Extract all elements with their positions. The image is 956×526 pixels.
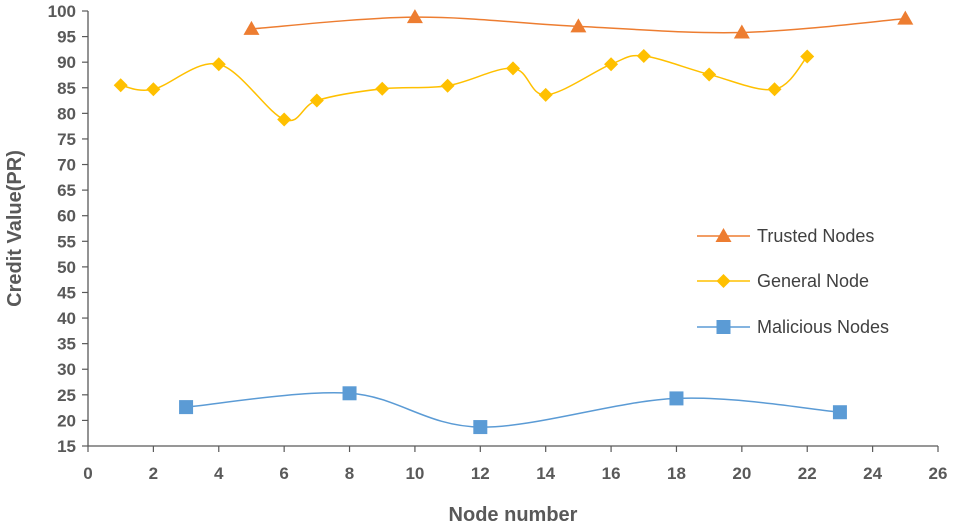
data-point-trusted-nodes: [897, 10, 914, 25]
y-tick-label: 50: [57, 258, 76, 277]
legend-marker-malicious-nodes: [716, 320, 731, 334]
x-tick-label: 24: [863, 464, 882, 483]
data-point-general-node: [211, 57, 226, 72]
y-tick-label: 90: [57, 53, 76, 72]
series-malicious-nodes: [179, 386, 847, 435]
data-point-general-node: [309, 93, 324, 108]
x-tick-label: 10: [405, 464, 424, 483]
data-point-malicious-nodes: [179, 400, 194, 415]
x-tick-label: 18: [667, 464, 686, 483]
series-general-node: [113, 49, 815, 127]
y-tick-label: 95: [57, 28, 76, 47]
legend-marker-trusted-nodes: [715, 228, 732, 242]
data-point-general-node: [767, 82, 782, 97]
data-point-general-node: [800, 49, 815, 64]
y-tick-label: 80: [57, 104, 76, 123]
y-tick-label: 70: [57, 156, 76, 175]
data-point-malicious-nodes: [342, 386, 357, 401]
y-tick-label: 65: [57, 181, 76, 200]
series-line-general-node: [120, 54, 808, 122]
series-layer: [113, 9, 914, 435]
data-point-general-node: [440, 78, 455, 93]
data-point-general-node: [636, 49, 651, 64]
data-point-general-node: [277, 112, 292, 127]
series-line-malicious-nodes: [186, 392, 840, 428]
y-tick-label: 20: [57, 411, 76, 430]
x-tick-label: 22: [798, 464, 817, 483]
series-trusted-nodes: [243, 9, 914, 39]
legend-label-malicious-nodes: Malicious Nodes: [757, 317, 889, 337]
x-tick-label: 14: [536, 464, 555, 483]
y-tick-label: 75: [57, 130, 76, 149]
data-point-malicious-nodes: [669, 391, 684, 406]
y-tick-label: 25: [57, 386, 76, 405]
x-tick-label: 2: [149, 464, 158, 483]
legend-item-malicious-nodes: Malicious Nodes: [697, 317, 889, 337]
data-point-general-node: [538, 87, 553, 102]
y-tick-label: 45: [57, 283, 76, 302]
x-tick-label: 12: [471, 464, 490, 483]
data-point-general-node: [702, 67, 717, 82]
y-tick-label: 15: [57, 437, 76, 456]
data-point-general-node: [375, 81, 390, 96]
legend-label-general-node: General Node: [757, 271, 869, 291]
legend-label-trusted-nodes: Trusted Nodes: [757, 226, 874, 246]
x-tick-label: 20: [732, 464, 751, 483]
x-tick-label: 8: [345, 464, 354, 483]
data-point-general-node: [506, 61, 520, 76]
legend-marker-general-node: [716, 274, 731, 288]
y-axis-title: Credit Value(PR): [4, 150, 26, 307]
y-tick-label: 100: [48, 2, 76, 21]
x-tick-label: 0: [83, 464, 92, 483]
y-tick-label: 40: [57, 309, 76, 328]
x-axis-title: Node number: [449, 504, 578, 526]
legend: Trusted Nodes General Node Malicious Nodes: [697, 226, 889, 337]
data-point-malicious-nodes: [473, 420, 488, 435]
y-tick-label: 85: [57, 79, 76, 98]
data-point-trusted-nodes: [733, 24, 750, 39]
x-tick-label: 16: [602, 464, 621, 483]
y-tick-label: 55: [57, 232, 76, 251]
y-tick-label: 30: [57, 360, 76, 379]
y-tick-label: 60: [57, 207, 76, 226]
data-point-general-node: [146, 82, 161, 97]
data-point-trusted-nodes: [406, 9, 423, 24]
data-point-trusted-nodes: [570, 18, 587, 33]
legend-item-general-node: General Node: [697, 271, 869, 291]
legend-item-trusted-nodes: Trusted Nodes: [697, 226, 874, 246]
data-point-general-node: [113, 78, 128, 93]
y-tick-label: 35: [57, 335, 76, 354]
x-tick-label: 26: [929, 464, 948, 483]
x-tick-label: 6: [279, 464, 288, 483]
data-point-trusted-nodes: [243, 20, 260, 35]
data-point-malicious-nodes: [832, 405, 847, 420]
x-tick-label: 4: [214, 464, 224, 483]
data-point-general-node: [604, 57, 619, 72]
